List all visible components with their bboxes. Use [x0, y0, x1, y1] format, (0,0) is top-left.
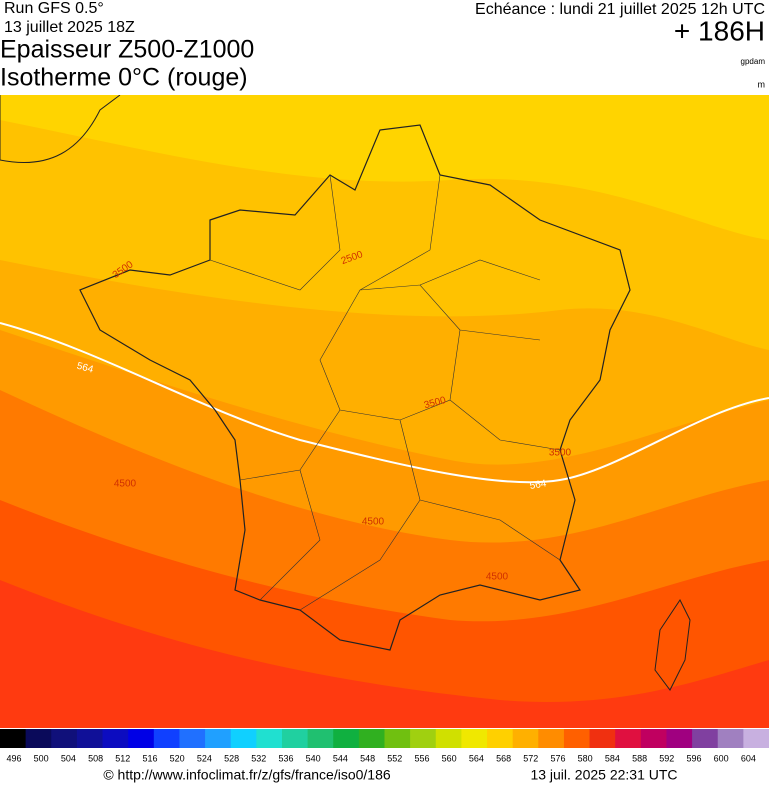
color-swatch	[435, 729, 462, 748]
colorbar-label: 496	[6, 753, 21, 763]
colorbar-label: 500	[34, 753, 49, 763]
color-swatch	[589, 729, 616, 748]
contour-label: 4500	[114, 479, 137, 490]
colorbar-label: 532	[251, 753, 266, 763]
color-swatch	[333, 729, 360, 748]
colorbar-label: 528	[224, 753, 239, 763]
color-swatch	[384, 729, 411, 748]
color-swatch	[102, 729, 129, 748]
unit: m	[758, 79, 766, 89]
run: 13 juillet 2025 18Z	[4, 19, 135, 36]
colorbar-label: 508	[88, 753, 103, 763]
color-swatch	[666, 729, 693, 748]
color-swatch	[76, 729, 104, 748]
unit: gpdam	[741, 57, 766, 66]
colorbar-label: 504	[61, 753, 76, 763]
color-swatch	[640, 729, 667, 748]
title: Isotherme 0°C (rouge)	[0, 64, 248, 92]
colorbar-label: 556	[414, 753, 429, 763]
colorbar-label: 604	[741, 753, 756, 763]
colorbar-label: 592	[659, 753, 674, 763]
color-swatch	[307, 729, 334, 748]
color-swatch	[358, 729, 385, 748]
color-swatch	[0, 729, 27, 748]
color-swatch	[205, 729, 232, 748]
colorbar-label: 520	[170, 753, 185, 763]
colorbar-label: 580	[578, 753, 593, 763]
color-swatch	[461, 729, 488, 748]
color-swatch	[179, 729, 206, 748]
colorbar-label: 524	[197, 753, 212, 763]
colorbar-label: 540	[306, 753, 321, 763]
lead-time: + 186H	[674, 15, 765, 46]
color-swatch	[153, 729, 180, 748]
model: Run GFS 0.5°	[4, 0, 104, 17]
colorbar-label: 576	[550, 753, 565, 763]
colorbar-label: 560	[442, 753, 457, 763]
color-swatch	[128, 729, 155, 748]
colorbar-label: 572	[523, 753, 538, 763]
color-swatch	[563, 729, 591, 748]
colorbar-label: 568	[496, 753, 511, 763]
contour-label: 4500	[362, 517, 385, 528]
colorbar-label: 536	[278, 753, 293, 763]
colorbar-label: 584	[605, 753, 620, 763]
timestamp: 13 juil. 2025 22:31 UTC	[530, 767, 677, 783]
colorbar-label: 516	[142, 753, 157, 763]
color-swatch	[743, 729, 769, 748]
source-url: © http://www.infoclimat.fr/z/gfs/france/…	[103, 767, 391, 783]
color-swatch	[538, 729, 565, 748]
colorbar-label: 596	[686, 753, 701, 763]
color-swatch	[615, 729, 642, 748]
color-swatch	[410, 729, 437, 748]
color-swatch	[230, 729, 257, 748]
color-swatch	[512, 729, 539, 748]
colorbar-label: 564	[469, 753, 484, 763]
valid-time: Echéance : lundi 21 juillet 2025 12h UTC	[475, 1, 765, 18]
contour-label: 564	[75, 361, 94, 376]
color-swatch	[281, 729, 309, 748]
contour-label: 564	[529, 478, 548, 492]
colorbar-label: 600	[714, 753, 729, 763]
color-swatch	[256, 729, 283, 748]
contour-label: 3500	[549, 448, 572, 459]
colorbar-label: 544	[333, 753, 348, 763]
color-swatch	[487, 729, 514, 748]
contour-label: 4500	[486, 572, 509, 583]
colorbar-label: 552	[387, 753, 402, 763]
color-swatch	[51, 729, 78, 748]
colorbar-label: 512	[115, 753, 130, 763]
colorbar-label: 588	[632, 753, 647, 763]
color-swatch	[25, 729, 52, 748]
color-swatch	[692, 729, 719, 748]
color-swatch	[717, 729, 744, 748]
colorbar-label: 548	[360, 753, 375, 763]
title: Epaisseur Z500-Z1000	[0, 36, 254, 64]
